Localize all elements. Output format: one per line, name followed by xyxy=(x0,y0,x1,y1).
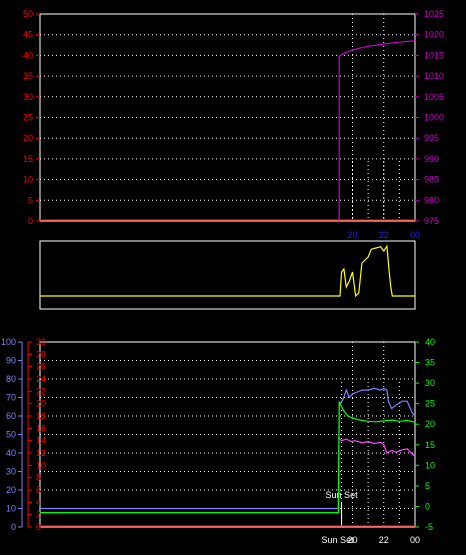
windspeed-tick-label: 50 xyxy=(23,9,33,19)
barometer-tick-label: 1020 xyxy=(424,30,444,40)
rainfall-tick-label: 10 xyxy=(36,460,46,470)
time-tick-label: 20 xyxy=(347,230,357,240)
windspeed-tick-label: 5 xyxy=(28,195,33,205)
barometer-axis-label: Barometer (hpa) xyxy=(372,0,452,12)
humidity-tick-label: 100 xyxy=(1,337,16,347)
rainfall-axis-label: Rainfall (mm) xyxy=(0,321,65,333)
temperature-tick-label: -5 xyxy=(425,522,433,532)
rainfall-tick-label: 16 xyxy=(36,423,46,433)
windspeed-tick-label: 35 xyxy=(23,71,33,81)
rainfall-tick-label: 2 xyxy=(36,510,41,520)
rainfall-tick-label: 22 xyxy=(36,386,46,396)
wind-direction-panel xyxy=(39,240,416,310)
humidity-tick-label: 60 xyxy=(6,411,16,421)
rainfall-tick-label: 14 xyxy=(36,436,46,446)
temperature-tick-label: 5 xyxy=(425,481,430,491)
compass-label-n: N xyxy=(434,269,443,283)
rainfall-tick-label: 0 xyxy=(36,522,41,532)
time-tick-label: 00 xyxy=(410,230,420,240)
temperature-tick-label: 10 xyxy=(425,460,435,470)
time-tick-label: 22 xyxy=(379,535,389,545)
rainfall-tick-label: 24 xyxy=(36,374,46,384)
rainfall-tick-label: 20 xyxy=(36,399,46,409)
windspeed-axis-label: Windspeed (kph) xyxy=(40,0,123,12)
barometer-tick-label: 1005 xyxy=(424,92,444,102)
barometer-tick-label: 975 xyxy=(424,216,439,226)
barometer-tick-label: 1025 xyxy=(424,9,444,19)
compass-label-e: E xyxy=(434,252,442,266)
windspeed-tick-label: 45 xyxy=(23,30,33,40)
humidity-axis-label: Humidity (%) xyxy=(67,321,130,333)
compass-label-s-bottom: S xyxy=(434,303,442,317)
rainfall-tick-label: 8 xyxy=(36,473,41,483)
time-tick-label: Sun Set xyxy=(322,535,355,545)
humidity-tick-label: 90 xyxy=(6,356,16,366)
barometer-tick-label: 985 xyxy=(424,175,439,185)
windspeed-tick-label: 25 xyxy=(23,113,33,123)
humidity-tick-label: 50 xyxy=(6,430,16,440)
time-tick-label: 22 xyxy=(379,230,389,240)
dewpoint-line xyxy=(338,438,416,457)
compass-label-s-top: S xyxy=(434,236,442,250)
temperature-tick-label: 40 xyxy=(425,337,435,347)
temperature-tick-label: 25 xyxy=(425,399,435,409)
humidity-tick-label: 80 xyxy=(6,374,16,384)
windspeed-tick-label: 15 xyxy=(23,154,33,164)
rainfall-tick-label: 26 xyxy=(36,362,46,372)
rainfall-tick-label: 28 xyxy=(36,349,46,359)
temperature-tick-label: 15 xyxy=(425,440,435,450)
sunset-annotation: Sun Set xyxy=(326,490,359,500)
temperature-tick-label: 35 xyxy=(425,358,435,368)
rainfall-tick-label: 18 xyxy=(36,411,46,421)
temperature-tick-label: 20 xyxy=(425,419,435,429)
humidity-tick-label: 40 xyxy=(6,448,16,458)
chart-title: 24 hour graph day: 17 September 2025 xyxy=(172,0,364,12)
compass-label-w: W xyxy=(434,286,446,300)
wind-direction-line xyxy=(40,244,415,298)
humidity-tick-label: 30 xyxy=(6,467,16,477)
temperature-line xyxy=(40,401,416,514)
windspeed-tick-label: 20 xyxy=(23,133,33,143)
humidity-tick-label: 20 xyxy=(6,485,16,495)
barometer-tick-label: 1015 xyxy=(424,50,444,60)
barometer-line xyxy=(338,40,416,221)
barometer-tick-label: 1010 xyxy=(424,71,444,81)
dewpoint-axis-label: Dew Point (°C) xyxy=(392,321,465,333)
barometer-tick-label: 990 xyxy=(424,154,439,164)
windspeed-tick-label: 40 xyxy=(23,50,33,60)
barometer-tick-label: 995 xyxy=(424,133,439,143)
temperature-axis-label: Temperature (°C) xyxy=(312,321,396,333)
windspeed-tick-label: 10 xyxy=(23,175,33,185)
rainfall-tick-label: 12 xyxy=(36,448,46,458)
rainfall-tick-label: 30 xyxy=(36,337,46,347)
rainfall-tick-label: 6 xyxy=(36,485,41,495)
barometer-tick-label: 1000 xyxy=(424,113,444,123)
humidity-tick-label: 70 xyxy=(6,393,16,403)
windspeed-tick-label: 0 xyxy=(28,216,33,226)
humidity-tick-label: 0 xyxy=(11,522,16,532)
humidity-line xyxy=(40,387,416,510)
rainfall-tick-label: 4 xyxy=(36,497,41,507)
humidity-tick-label: 10 xyxy=(6,504,16,514)
time-tick-label: 20 xyxy=(347,535,357,545)
barometer-tick-label: 980 xyxy=(424,195,439,205)
windspeed-tick-label: 30 xyxy=(23,92,33,102)
time-tick-label: 00 xyxy=(410,535,420,545)
temperature-tick-label: 0 xyxy=(425,501,430,511)
temperature-tick-label: 30 xyxy=(425,378,435,388)
